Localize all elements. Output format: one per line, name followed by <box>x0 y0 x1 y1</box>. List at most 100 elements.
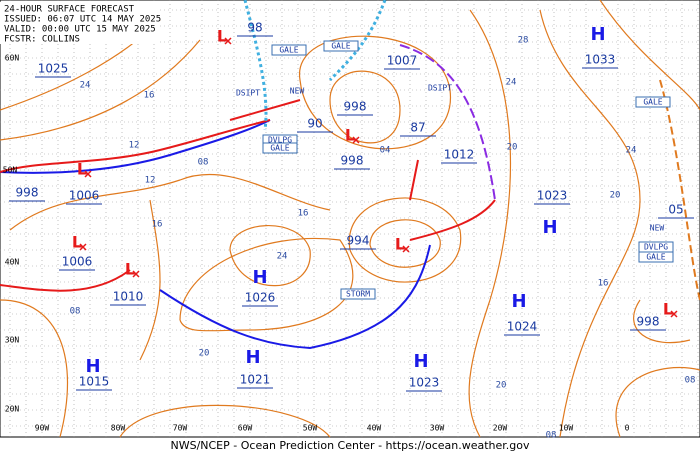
system-tag: GALE <box>646 253 665 262</box>
high-symbol: H <box>590 24 605 45</box>
pressure-label: 994 <box>347 234 370 248</box>
isobar-label: 16 <box>598 279 609 289</box>
pressure-label: 1010 <box>113 290 144 304</box>
isobar-label: 08 <box>70 307 81 317</box>
pressure-label: 1015 <box>79 375 110 389</box>
pressure-label: 998 <box>637 315 660 329</box>
graticule <box>0 0 700 437</box>
tag-box <box>262 142 298 154</box>
tag-box <box>340 288 376 300</box>
low-center <box>132 270 140 278</box>
isobar-label: 20 <box>199 349 210 359</box>
system-tag: GALE <box>643 98 662 107</box>
isobar-label: 04 <box>380 146 391 156</box>
lat-label: 40N <box>5 258 20 267</box>
header-line: FCSTR: COLLINS <box>4 35 80 45</box>
isobar-label: 08 <box>546 431 557 441</box>
system-tag: NEW <box>290 87 305 96</box>
isobar-label: 24 <box>626 146 637 156</box>
pressure-label: 1025 <box>38 62 69 76</box>
lat-label: 20N <box>5 405 20 414</box>
header-box <box>0 2 160 44</box>
low-symbol: L <box>395 235 405 254</box>
pressure-label: 1006 <box>62 255 93 269</box>
pressure-label: 1023 <box>537 189 568 203</box>
pressure-label: 1007 <box>387 54 418 68</box>
lon-label: 90W <box>35 424 50 433</box>
footer: NWS/NCEP - Ocean Prediction Center - htt… <box>170 439 530 452</box>
lon-label: 0 <box>625 424 630 433</box>
isobar-label: 12 <box>145 176 156 186</box>
lon-label: 10W <box>559 424 574 433</box>
lat-label: 30N <box>5 336 20 345</box>
pressure-label: 1023 <box>409 376 440 390</box>
high-symbol: H <box>413 351 428 372</box>
low-symbol: L <box>345 126 355 145</box>
pressure-label: 1021 <box>240 373 271 387</box>
isobar-label: 12 <box>129 141 140 151</box>
lon-label: 50W <box>303 424 318 433</box>
system-tag: DVLPG <box>268 136 292 145</box>
isobar-label: 08 <box>685 376 696 386</box>
pressure-label: 1006 <box>69 189 100 203</box>
isobar-label: 24 <box>80 81 91 91</box>
system-tag: STORM <box>346 290 370 299</box>
tag-box <box>323 40 359 52</box>
isobar-label: 16 <box>152 220 163 230</box>
low-center <box>224 37 232 45</box>
low-center <box>84 170 92 178</box>
low-center <box>670 310 678 318</box>
isobars <box>0 0 700 438</box>
pressure-label: 1033 <box>585 53 616 67</box>
system-tag: DSIPT <box>236 89 260 98</box>
lat-label: 50N <box>3 166 18 175</box>
isobar-label: 24 <box>506 78 517 88</box>
high-symbol: H <box>511 291 526 312</box>
pressure-label: 998 <box>16 186 39 200</box>
isobar-label: 28 <box>518 36 529 46</box>
lon-label: 60W <box>238 424 253 433</box>
isobar-label: 20 <box>507 143 518 153</box>
tag-box <box>271 44 307 56</box>
isobar-label: 20 <box>610 191 621 201</box>
isobar-label: 20 <box>496 381 507 391</box>
low-center <box>79 243 87 251</box>
low-symbol: L <box>217 27 227 46</box>
pressure-label: 98 <box>247 21 262 35</box>
low-symbol: L <box>72 233 82 252</box>
low-symbol: L <box>663 300 673 319</box>
isobar-label: 16 <box>144 91 155 101</box>
pressure-label: 87 <box>410 121 425 135</box>
high-symbol: H <box>85 356 100 377</box>
lon-label: 70W <box>173 424 188 433</box>
system-tag: GALE <box>331 42 350 51</box>
tag-box <box>638 251 674 263</box>
isobar-label: 24 <box>277 252 288 262</box>
header-line: ISSUED: 06:07 UTC 14 MAY 2025 <box>4 15 161 25</box>
system-tag: DVLPG <box>644 243 668 252</box>
pressure-label: 1012 <box>444 148 475 162</box>
header-line: 24-HOUR SURFACE FORECAST <box>4 5 135 15</box>
pressure-label: 998 <box>341 154 364 168</box>
pressure-label: 1024 <box>507 320 538 334</box>
isobar-label: 16 <box>298 209 309 219</box>
lon-label: 30W <box>430 424 445 433</box>
low-symbol: L <box>77 160 87 179</box>
tag-box <box>635 96 671 108</box>
low-center <box>352 136 360 144</box>
high-symbol: H <box>245 347 260 368</box>
low-symbol: L <box>125 260 135 279</box>
high-symbol: H <box>252 267 267 288</box>
pressure-label: 05 <box>668 203 683 217</box>
high-symbol: H <box>542 217 557 238</box>
pressure-label: 90 <box>307 117 322 131</box>
lat-label: 60N <box>5 54 20 63</box>
pressure-label: 1026 <box>245 291 276 305</box>
isobar-label: 08 <box>198 158 209 168</box>
system-tag: DSIPT <box>428 84 452 93</box>
system-tag: GALE <box>279 46 298 55</box>
header-line: VALID: 00:00 UTC 15 MAY 2025 <box>4 25 156 35</box>
lon-label: 80W <box>111 424 126 433</box>
